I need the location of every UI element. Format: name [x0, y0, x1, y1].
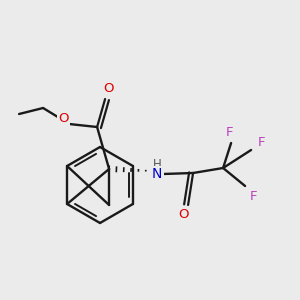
Text: F: F: [225, 127, 233, 140]
Text: O: O: [178, 208, 188, 221]
Text: F: F: [257, 136, 265, 148]
Text: O: O: [58, 112, 68, 125]
Text: N: N: [152, 167, 162, 181]
Text: O: O: [103, 82, 113, 95]
Text: H: H: [153, 158, 161, 170]
Text: F: F: [249, 190, 257, 202]
